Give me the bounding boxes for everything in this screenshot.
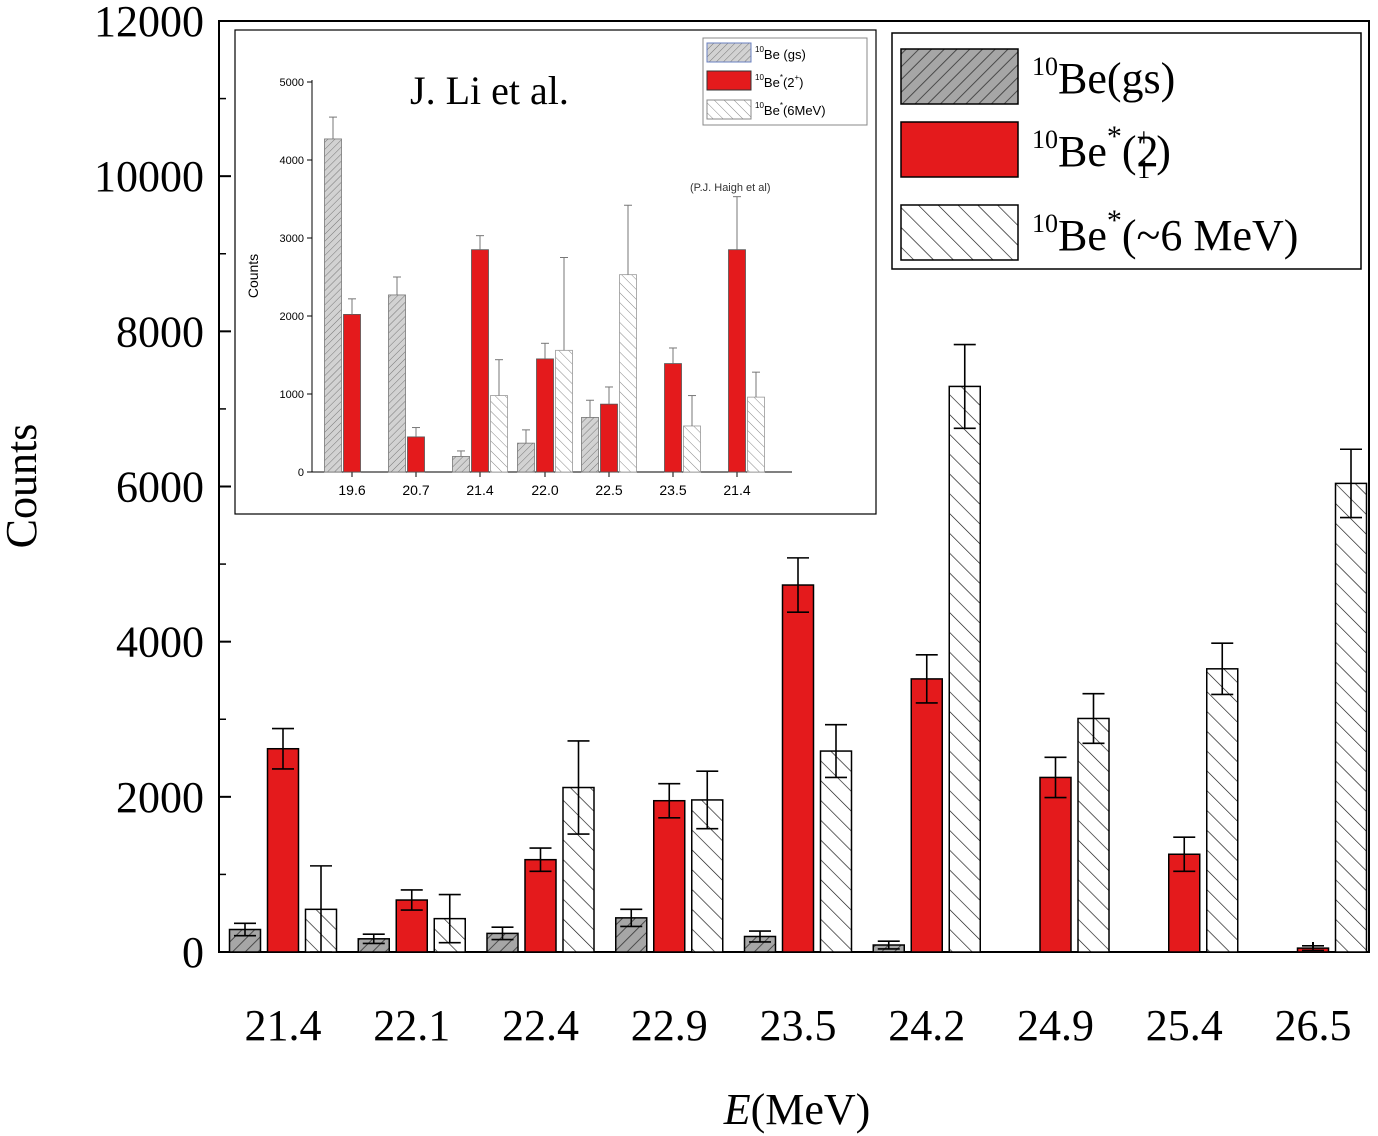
x-tick-label: 24.2 [888,1001,965,1050]
inset-chart: 0 1000 2000 3000 4000 5000 19.6 20.7 21.4 22.0 22… [234,29,877,515]
inset-bar-be-2plus [664,363,682,473]
inset-bar-be-2plus [471,249,489,473]
y-tick-label: 6000 [116,463,204,512]
y-tick-label: 2000 [116,773,204,822]
inset-legend-swatch-be-6mev [706,99,752,120]
inset-y-axis: 0 1000 2000 3000 4000 5000 [280,77,312,479]
inset-x-tick-label: 22.0 [531,482,558,498]
y-tick-label: 10000 [94,152,204,201]
inset-y-tick-label: 2000 [280,311,304,323]
legend-swatch-be-gs [900,48,1019,105]
inset-y-axis-title: Counts [245,254,261,298]
main-bars [228,343,1368,953]
inset-annotation-j-li: J. Li et al. [410,68,569,113]
x-tick-label: 23.5 [760,1001,837,1050]
inset-x-tick-label: 23.5 [659,482,686,498]
main-y-axis: 0 2000 4000 6000 8000 10000 12000 [94,0,231,977]
inset-bar-be-6mev [555,349,573,473]
x-tick-label: 22.4 [502,1001,579,1050]
inset-bar-be-6mev [619,274,637,473]
inset-x-tick-label: 22.5 [595,482,622,498]
inset-y-tick-label: 5000 [280,77,304,89]
inset-bar-be-2plus [407,436,425,473]
inset-bar-be-6mev [747,396,765,473]
inset-x-axis: 19.6 20.7 21.4 22.0 22.5 23.5 21.4 [338,472,751,498]
bar-be-6mev [948,385,981,953]
legend-swatch-be-2plus [900,121,1019,178]
legend-label-be-2plus: 10Be*(2+ 1) [1032,120,1171,184]
x-tick-label: 26.5 [1275,1001,1352,1050]
bar-be-2plus [781,584,815,953]
y-tick-label: 4000 [116,618,204,667]
inset-bar-be-gs [388,294,406,473]
inset-bar-be-6mev [683,425,701,473]
inset-y-tick-label: 0 [298,467,304,479]
inset-bar-be-2plus [343,314,361,473]
inset-y-tick-label: 3000 [280,233,304,245]
main-legend: 10Be(gs) 10Be*(2+ 1) 10Be*(~6 MeV) [891,32,1362,270]
y-tick-label: 8000 [116,307,204,356]
x-axis-unit: (MeV) [751,1085,871,1134]
bar-be-2plus [524,858,557,953]
x-tick-label: 25.4 [1146,1001,1223,1050]
legend-label-be-gs: 10Be(gs) [1032,52,1175,103]
inset-x-tick-label: 21.4 [466,482,493,498]
inset-annotation-haigh: (P.J. Haigh et al) [690,182,771,194]
bar-be-6mev [819,750,853,953]
legend-swatch-be-6mev [900,204,1019,261]
inset-bar-be-6mev [490,395,508,473]
inset-legend-label-be-6mev: 10Be*(6MeV) [755,101,826,118]
y-tick-label: 0 [182,928,204,977]
inset-bar-be-gs [452,455,470,473]
inset-bar-be-gs [324,138,342,473]
bar-be-2plus [653,799,686,953]
main-x-axis: 21.4 22.1 22.4 22.9 23.5 24.2 24.9 25.4 26.5 [245,942,1352,1050]
inset-y-tick-label: 1000 [280,389,304,401]
inset-legend-label-be-gs: 10Be (gs) [755,45,806,62]
inset-legend-swatch-be-gs [706,42,752,63]
y-tick-label: 12000 [94,0,204,46]
inset-x-tick-label: 19.6 [338,482,365,498]
x-tick-label: 22.9 [631,1001,708,1050]
bar-be-2plus [1039,776,1072,953]
inset-bar-be-2plus [728,249,746,473]
bar-be-2plus [266,747,300,953]
x-axis-variable: E [723,1085,751,1134]
inset-legend-swatch-be-2plus [706,70,752,91]
inset-bar-be-gs [581,416,599,473]
inset-x-tick-label: 20.7 [402,482,429,498]
main-y-axis-title: Counts [0,424,46,549]
inset-legend-label-be-2plus: 10Be*(2+) [755,73,804,90]
bar-be-2plus [910,678,943,953]
bar-be-6mev [1077,717,1110,953]
inset-legend: 10Be (gs) 10Be*(2+) 10Be*(6MeV) [702,37,868,126]
inset-bar-be-2plus [536,358,554,473]
legend-label-be-6mev: 10Be*(~6 MeV) [1032,204,1298,260]
inset-x-tick-label: 21.4 [723,482,750,498]
x-tick-label: 22.1 [373,1001,450,1050]
x-tick-label: 21.4 [245,1001,322,1050]
x-tick-label: 24.9 [1017,1001,1094,1050]
inset-bars [324,116,765,473]
inset-bar-be-gs [517,442,535,473]
main-x-axis-title: E(MeV) [723,1085,871,1134]
bar-be-6mev [1206,668,1239,953]
bar-be-6mev [1334,482,1368,953]
inset-bar-be-2plus [600,403,618,473]
inset-y-tick-label: 4000 [280,155,304,167]
